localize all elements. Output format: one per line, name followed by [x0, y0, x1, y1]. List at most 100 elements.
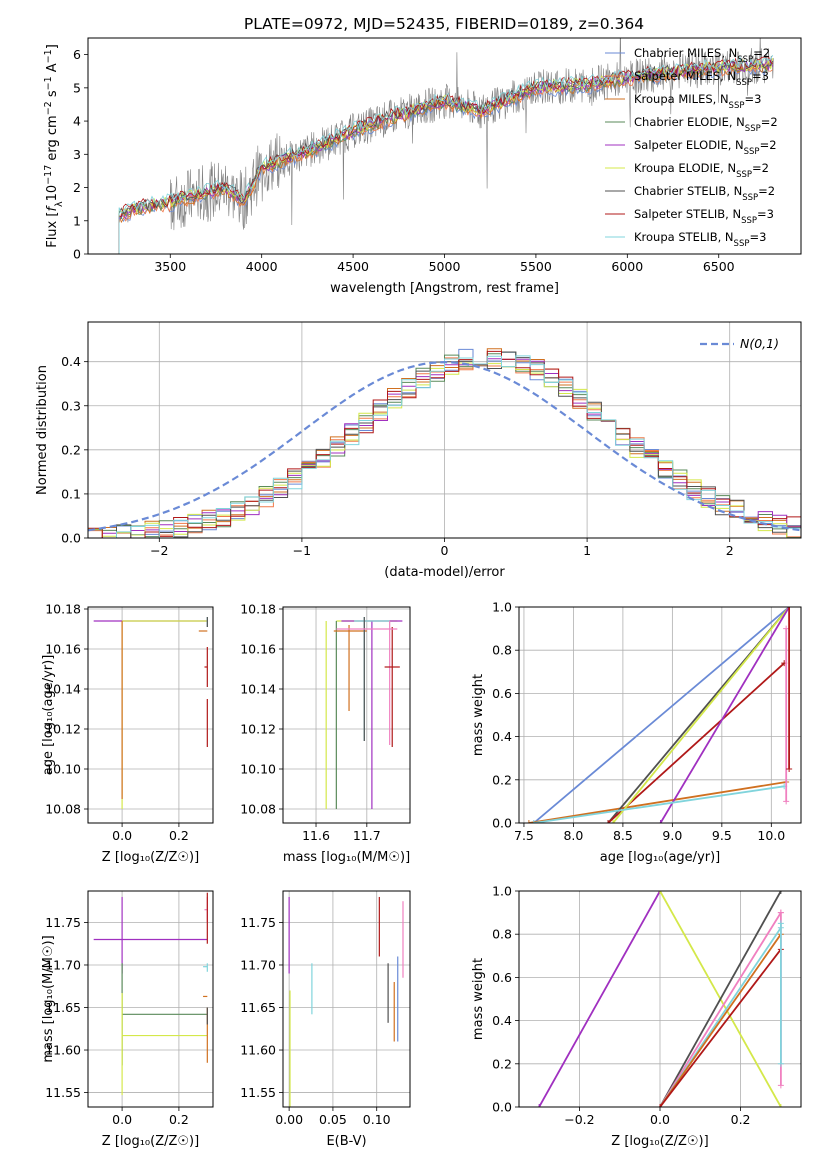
x-tick-label: 8.0: [563, 828, 583, 843]
x-tick-label: 0.0: [650, 1112, 670, 1127]
y-tick-label: 10.14: [45, 682, 81, 697]
panel-spectrum: 3500 4000 4500 5000 5500 6000 6500 0 1 2 3 4 5 6 wavel…: [43, 37, 802, 296]
plot-area: [283, 607, 410, 823]
panel-weight-vs-age: 7.5 8.0 8.5 9.0 9.5 10.0 0.0 0.2 0.4 0.6 0.8 1.0 age…: [471, 600, 802, 865]
x-tick-label: 6500: [703, 259, 735, 274]
weight-line: [612, 607, 790, 823]
y-tick-label: 1.0: [492, 884, 512, 899]
x-tick-label: 11.7: [353, 828, 381, 843]
y-tick-label: 0.8: [492, 643, 512, 658]
panel-mass-vs-Z: 0.0 0.2 11.55 11.60 11.65 11.70 11.75 Z [log₁₀(…: [41, 890, 214, 1149]
figure-title: PLATE=0972, MJD=52435, FIBERID=0189, z=0…: [244, 15, 644, 33]
plot-area: [88, 607, 213, 823]
weight-point: [786, 766, 793, 772]
y-tick-label: 0.2: [61, 442, 81, 457]
legend-entry: Kroupa MILES, NSSP=3: [634, 92, 761, 111]
plot-area: [519, 891, 801, 1107]
y-tick-label: 0.0: [492, 1100, 512, 1115]
y-tick-label: 11.75: [240, 915, 276, 930]
weight-point: [525, 820, 532, 823]
y-tick-label: 11.65: [45, 1000, 81, 1015]
y-tick-label: 0.4: [492, 1013, 512, 1028]
weight-line: [533, 785, 785, 823]
y-tick-label: 6: [73, 47, 81, 62]
legend-entry: Chabrier ELODIE, NSSP=2: [634, 115, 778, 134]
legend-entry: Kroupa ELODIE, NSSP=2: [634, 161, 769, 180]
x-tick-label: −0.2: [564, 1112, 594, 1127]
weight-point: [777, 1104, 784, 1107]
x-tick-label: 0.05: [319, 1112, 347, 1127]
weight-point: [657, 891, 663, 894]
residual-histogram: [88, 357, 801, 538]
x-tick-label: −2: [150, 543, 168, 558]
legend-entry: Salpeter ELODIE, NSSP=2: [634, 138, 777, 157]
x-tick-label: 10.0: [757, 828, 785, 843]
x-axis-label: wavelength [Angstrom, rest frame]: [330, 281, 559, 296]
x-tick-label: −1: [293, 543, 311, 558]
weight-point: [777, 1082, 784, 1089]
weight-point: [783, 798, 790, 805]
y-axis-label: mass weight: [471, 958, 486, 1040]
y-tick-label: 10.12: [240, 722, 276, 737]
y-axis-label: Normed distribution: [35, 365, 50, 495]
residual-histogram: [88, 355, 801, 538]
x-tick-label: 0.0: [112, 828, 132, 843]
weight-line: [659, 912, 782, 1107]
y-tick-label: 10.12: [45, 722, 81, 737]
y-axis-label: mass [log₁₀(M/M☉)]: [41, 935, 56, 1062]
axes-frame: [282, 890, 411, 1108]
y-tick-label: 11.55: [240, 1085, 276, 1100]
x-tick-label: 0.2: [169, 828, 189, 843]
weight-line: [607, 662, 785, 823]
x-tick-label: 11.6: [302, 828, 330, 843]
y-tick-label: 10.10: [45, 762, 81, 777]
y-tick-label: 10.16: [240, 642, 276, 657]
legend-entry: Chabrier MILES, NSSP=2: [634, 46, 770, 65]
y-tick-label: 3: [73, 147, 81, 162]
weight-line: [659, 607, 790, 823]
weight-line: [528, 781, 787, 823]
axes-frame: [518, 606, 802, 824]
weight-line: [533, 607, 790, 823]
y-tick-label: 0: [73, 247, 81, 262]
x-axis-label: mass [log₁₀(M/M☉)]: [283, 850, 410, 865]
x-tick-label: 8.5: [613, 828, 633, 843]
y-axis-label: Flux [fλ10−17 erg cm−2 s−1 A−1]: [43, 44, 65, 248]
plot-area: [88, 322, 801, 538]
y-tick-label: 11.55: [45, 1085, 81, 1100]
y-tick-label: 11.60: [240, 1043, 276, 1058]
x-tick-label: 0.2: [169, 1112, 189, 1127]
plot-area: [88, 891, 213, 1107]
x-tick-label: 0.00: [275, 1112, 303, 1127]
y-tick-label: 0.4: [492, 729, 512, 744]
plot-area: [118, 38, 774, 254]
weight-point: [777, 920, 784, 927]
y-tick-label: 5: [73, 80, 81, 95]
plot-area: [519, 607, 801, 823]
x-axis-label: age [log₁₀(age/yr)]: [600, 850, 721, 865]
y-tick-label: 10.14: [240, 682, 276, 697]
y-tick-label: 4: [73, 114, 81, 129]
y-tick-label: 0.3: [61, 398, 81, 413]
x-tick-label: 5000: [429, 259, 461, 274]
x-axis-label: Z [log₁₀(Z/Z☉)]: [102, 1134, 199, 1149]
y-tick-label: 0.4: [61, 354, 81, 369]
normal-curve: [88, 360, 801, 532]
legend-entry: Salpeter MILES, NSSP=3: [634, 69, 769, 88]
x-tick-label: 0: [441, 543, 449, 558]
weight-point: [536, 1104, 543, 1107]
weight-point: [605, 820, 612, 823]
y-tick-label: 10.18: [45, 602, 81, 617]
y-tick-label: 10.18: [240, 602, 276, 617]
axes-frame: [87, 890, 214, 1108]
panel-weight-vs-Z: −0.2 0.0 0.2 0.0 0.2 0.4 0.6 0.8 1.0 Z [log₁₀(Z/Z…: [471, 884, 802, 1149]
y-tick-label: 2: [73, 180, 81, 195]
legend-entry: Salpeter STELIB, NSSP=3: [634, 207, 774, 226]
weight-point: [657, 820, 664, 823]
y-tick-label: 0.1: [61, 486, 81, 501]
x-tick-label: 5500: [520, 259, 552, 274]
weight-point: [777, 1060, 784, 1067]
y-tick-label: 10.16: [45, 642, 81, 657]
residual-histogram: [88, 350, 801, 538]
